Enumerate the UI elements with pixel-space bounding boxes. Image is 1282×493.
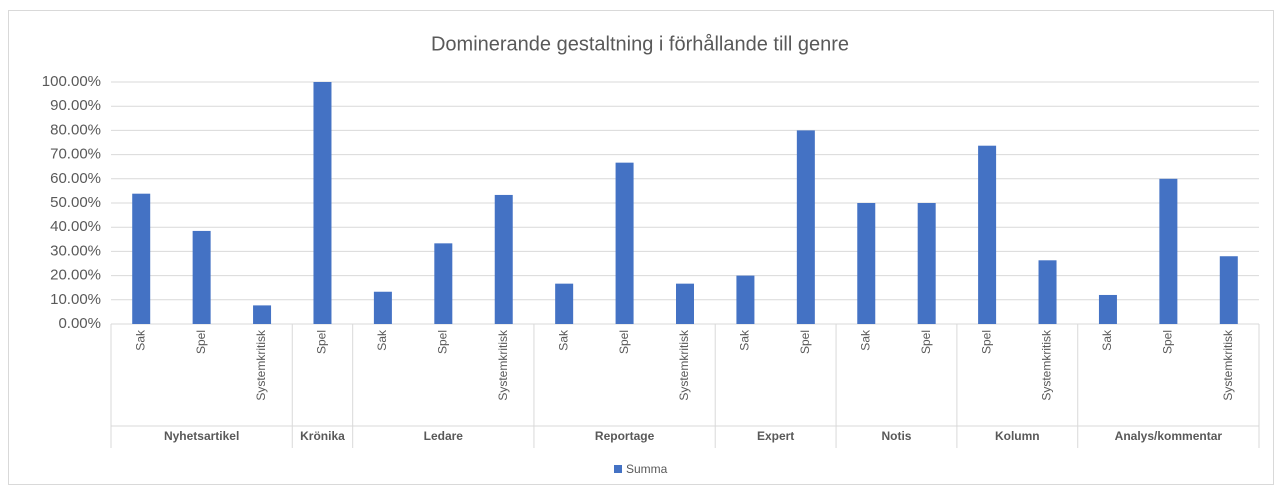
bar [736,275,755,324]
x-tick-label: Spel [1161,330,1175,354]
x-tick-label: Systemkritisk [1040,329,1054,401]
legend-swatch [614,465,622,473]
bar [917,203,936,324]
group-label: Kolumn [995,429,1040,443]
bar [857,203,876,324]
y-tick-label: 30.00% [50,242,101,259]
x-tick-label: Systemkritisk [1221,329,1235,401]
x-tick-label: Systemkritisk [677,329,691,401]
bar [1219,256,1238,324]
bar [192,230,211,324]
bar [615,162,634,324]
bar [494,194,513,324]
group-label: Ledare [424,429,464,443]
x-tick-label: Sak [1100,329,1114,351]
y-tick-label: 60.00% [50,170,101,187]
chart-title: Dominerande gestaltning i förhållande ti… [431,33,849,55]
x-tick-label: Spel [919,330,933,354]
y-tick-label: 70.00% [50,146,101,163]
x-tick-label: Spel [315,330,329,354]
bar [132,193,151,324]
group-label: Krönika [300,429,345,443]
x-tick-label: Spel [617,330,631,354]
x-tick-label: Sak [556,329,570,351]
bar [796,130,815,324]
bar [373,291,392,324]
bar [676,283,694,324]
legend-label: Summa [626,462,668,476]
chart-border [8,10,1274,485]
bar [1159,178,1178,324]
y-tick-label: 10.00% [50,291,101,308]
bar [313,82,332,324]
group-label: Notis [881,429,911,443]
y-tick-label: 20.00% [50,267,101,284]
bar [1038,260,1057,324]
y-tick-label: 100.00% [42,73,101,90]
bar [253,305,272,324]
x-tick-label: Spel [979,330,993,354]
y-tick-label: 80.00% [50,121,101,138]
x-tick-label: Systemkritisk [496,329,510,401]
x-tick-label: Sak [375,329,389,351]
group-label: Reportage [595,429,655,443]
group-label: Expert [757,429,794,443]
x-tick-label: Spel [435,330,449,354]
x-tick-label: Sak [858,329,872,351]
group-label: Nyhetsartikel [164,429,239,443]
bar [1098,294,1117,324]
x-tick-label: Sak [738,329,752,351]
y-tick-label: 90.00% [50,97,101,114]
y-tick-label: 50.00% [50,194,101,211]
x-tick-label: Spel [194,330,208,354]
bar [555,283,574,324]
x-tick-label: Spel [798,330,812,354]
bar [434,243,453,324]
x-tick-label: Sak [133,329,147,351]
x-tick-label: Systemkritisk [254,329,268,401]
bar [978,145,997,324]
y-tick-label: 0.00% [58,315,101,332]
group-label: Analys/kommentar [1115,429,1223,443]
y-tick-label: 40.00% [50,218,101,235]
